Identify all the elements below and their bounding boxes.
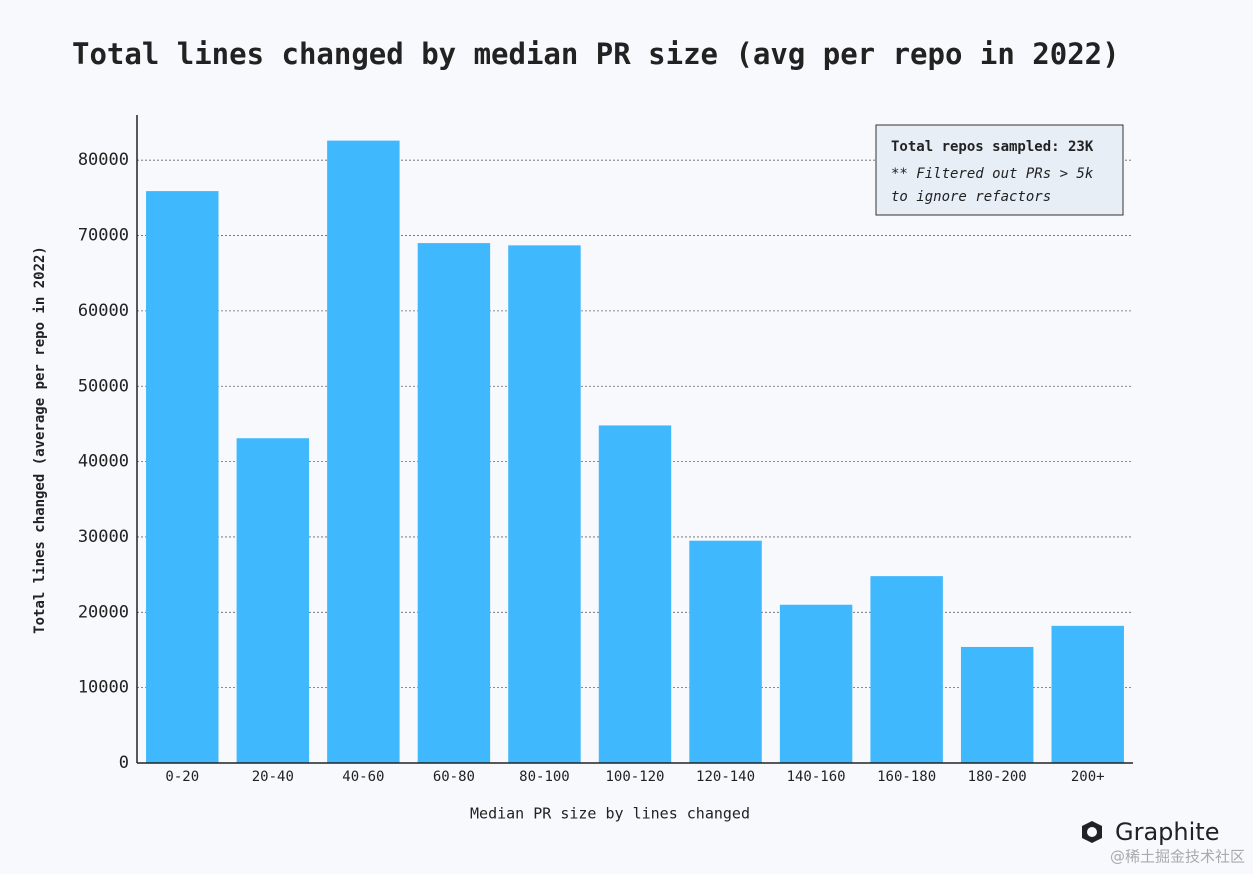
bar [508, 245, 581, 763]
x-tick-label: 0-20 [165, 769, 199, 785]
y-tick-label: 60000 [78, 301, 129, 321]
logo-icon [1082, 821, 1102, 843]
bar [960, 646, 1034, 763]
bar [1051, 625, 1124, 763]
x-tick-label: 180-200 [968, 769, 1027, 785]
annotation: ** Filtered out PRs > 5k [891, 166, 1094, 182]
x-axis-label: Median PR size by lines changed [470, 805, 750, 823]
x-tick-label: 80-100 [519, 769, 570, 785]
y-tick-label: 20000 [78, 602, 129, 622]
y-tick-label: 50000 [78, 376, 129, 396]
annotation: Total repos sampled: 23K [891, 139, 1094, 155]
y-tick-label: 10000 [78, 678, 129, 698]
chart-title: Total lines changed by median PR size (a… [72, 37, 1120, 71]
x-tick-label: 120-140 [696, 769, 755, 785]
y-axis-label: Total lines changed (average per repo in… [32, 246, 48, 634]
bar [236, 438, 310, 763]
x-tick-label: 40-60 [342, 769, 384, 785]
x-tick-label: 140-160 [787, 769, 846, 785]
x-tick-label: 160-180 [877, 769, 936, 785]
logo: Graphite [1115, 818, 1219, 846]
x-tick-label: 200+ [1071, 769, 1105, 785]
bar [598, 425, 672, 763]
bar [689, 540, 762, 763]
bar [417, 243, 491, 763]
x-tick-label: 20-40 [252, 769, 294, 785]
bar [779, 604, 853, 763]
y-tick-label: 40000 [78, 452, 129, 472]
watermark: @稀土掘金技术社区 [1110, 848, 1245, 866]
annotation-box [875, 124, 1124, 216]
bar [146, 191, 219, 764]
y-tick-label: 0 [119, 753, 129, 773]
bar [327, 140, 400, 764]
x-tick-label: 60-80 [433, 769, 475, 785]
plot-area: 0 10000 20000 30000 40000 50000 60000 70000 8000… [78, 140, 1133, 785]
bar [870, 576, 943, 763]
y-tick-label: 80000 [78, 150, 129, 170]
y-tick-label: 70000 [78, 226, 129, 246]
annotation: to ignore refactors [891, 189, 1051, 205]
y-tick-label: 30000 [78, 527, 129, 547]
x-tick-label: 100-120 [605, 769, 664, 785]
